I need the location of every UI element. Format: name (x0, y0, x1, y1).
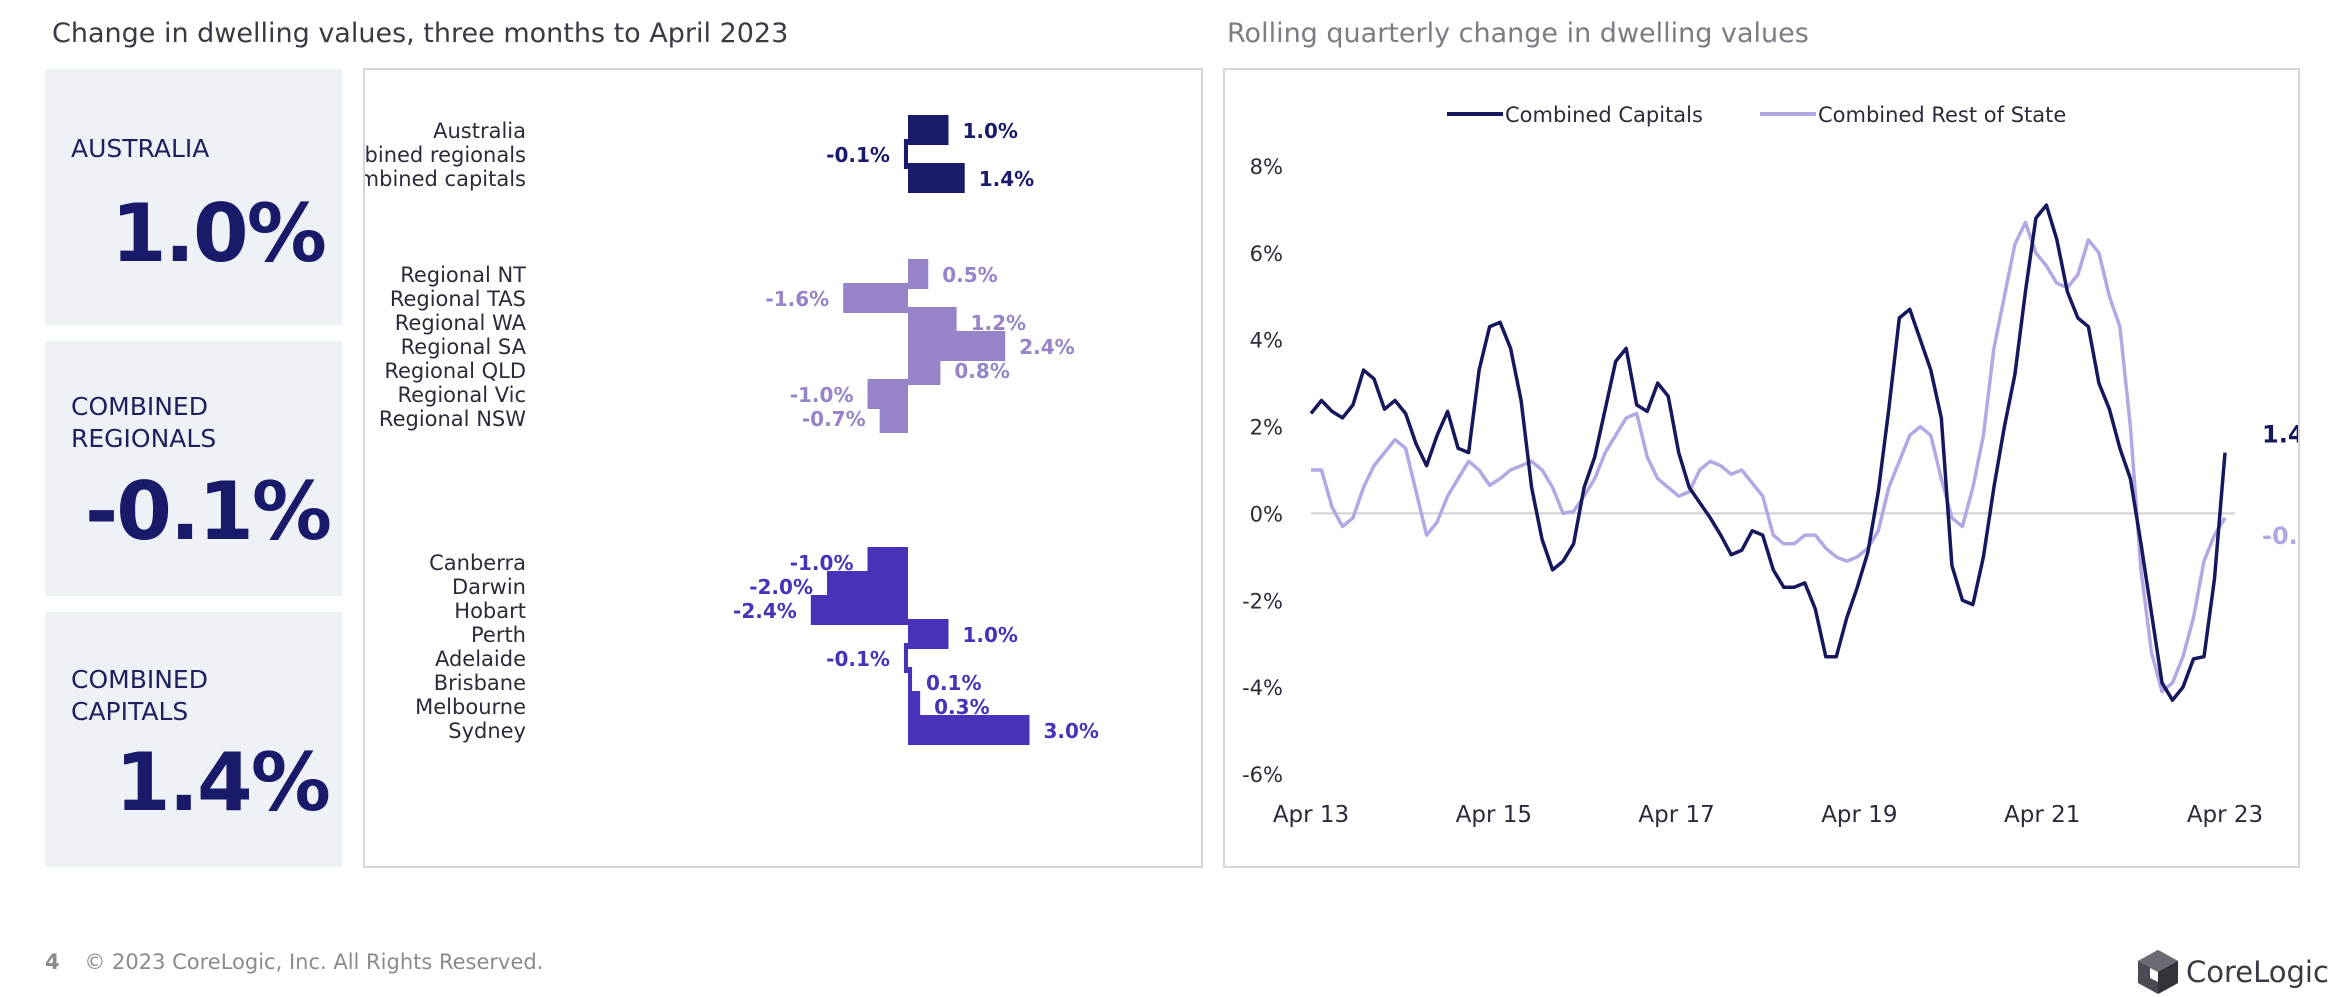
line-chart-panel: 8% 6% 4% 2% 0% -2% -4% -6% Apr 13 Apr 15 Apr 17 Apr… (1223, 68, 2300, 868)
stat-label-line-1: COMBINED (71, 664, 208, 696)
value-label-regional-vic: -1.0% (790, 383, 854, 407)
legend-label-combined-rest-of-state: Combined Rest of State (1818, 103, 2066, 127)
value-label-regional-sa: 2.4% (1019, 335, 1074, 359)
stat-card-australia: AUSTRALIA 1.0% (45, 69, 342, 325)
stat-card-combined-capitals: COMBINED CAPITALS 1.4% (45, 612, 342, 867)
footer: 4 © 2023 CoreLogic, Inc. All Rights Rese… (45, 950, 543, 974)
bar-combined-regionals (904, 139, 908, 169)
x-tick-label: Apr 17 (1638, 802, 1714, 828)
category-label-combined-regionals: Combined regionals (365, 143, 526, 167)
logo-text: CoreLogic (2186, 955, 2329, 989)
y-tick-label: -6% (1242, 763, 1283, 787)
bar-combined-capitals (908, 163, 965, 193)
category-label-australia: Australia (433, 119, 526, 143)
stat-label-combined-capitals: COMBINED CAPITALS (71, 664, 208, 728)
value-label-regional-qld: 0.8% (954, 359, 1009, 383)
y-tick-label: -4% (1242, 676, 1283, 700)
value-label-sydney: 3.0% (1044, 719, 1099, 743)
stat-label-combined-regionals: COMBINED REGIONALS (71, 391, 216, 455)
stat-label-line-1: COMBINED (71, 391, 216, 423)
series-line-combined-rest-of-state (1311, 223, 2225, 692)
bar-regional-nt (908, 259, 928, 289)
bar-chart-panel: Australia 1.0% Combined regionals -0.1% Comb… (363, 68, 1203, 868)
bar-chart: Australia 1.0% Combined regionals -0.1% Comb… (365, 70, 1201, 866)
category-label-perth: Perth (471, 623, 526, 647)
value-label-regional-nt: 0.5% (942, 263, 997, 287)
value-label-combined-regionals: -0.1% (826, 143, 890, 167)
value-label-regional-tas: -1.6% (765, 287, 829, 311)
value-label-adelaide: -0.1% (826, 647, 890, 671)
corelogic-logo: CoreLogic (2136, 947, 2329, 997)
category-label-hobart: Hobart (454, 599, 526, 623)
x-tick-label: Apr 23 (2187, 802, 2263, 828)
value-label-darwin: -2.0% (749, 575, 813, 599)
y-tick-label: 2% (1250, 416, 1283, 440)
category-label-sydney: Sydney (448, 719, 526, 743)
bar-sydney (908, 715, 1030, 745)
stat-card-combined-regionals: COMBINED REGIONALS -0.1% (45, 341, 342, 596)
left-chart-title: Change in dwelling values, three months … (52, 18, 788, 49)
category-label-regional-tas: Regional TAS (390, 287, 526, 311)
bar-regional-qld (908, 355, 940, 385)
value-label-brisbane: 0.1% (926, 671, 981, 695)
category-label-regional-sa: Regional SA (401, 335, 527, 359)
legend-label-combined-capitals: Combined Capitals (1505, 103, 1703, 127)
stat-label-line-2: REGIONALS (71, 423, 216, 455)
category-label-regional-wa: Regional WA (395, 311, 527, 335)
category-label-regional-nt: Regional NT (400, 263, 526, 287)
bar-perth (908, 619, 949, 649)
bar-australia (908, 115, 949, 145)
value-label-australia: 1.0% (963, 119, 1018, 143)
category-label-melbourne: Melbourne (415, 695, 526, 719)
y-tick-label: 6% (1250, 242, 1283, 266)
copyright-text: © 2023 CoreLogic, Inc. All Rights Reserv… (84, 950, 543, 974)
end-label-combined-rest-of-state: -0.1% (2262, 522, 2298, 550)
x-tick-label: Apr 15 (1456, 802, 1532, 828)
category-label-regional-qld: Regional QLD (384, 359, 526, 383)
category-label-brisbane: Brisbane (434, 671, 526, 695)
y-tick-label: 8% (1250, 155, 1283, 179)
category-label-combined-capitals: Combined capitals (365, 167, 526, 191)
stat-value-combined-regionals: -0.1% (85, 465, 382, 558)
bar-adelaide (904, 643, 908, 673)
y-tick-label: -2% (1242, 589, 1283, 613)
y-tick-label: 0% (1250, 502, 1283, 526)
logo-cube-icon (2136, 948, 2180, 996)
series-line-combined-capitals (1311, 205, 2225, 700)
value-label-combined-capitals: 1.4% (979, 167, 1034, 191)
x-tick-label: Apr 19 (1821, 802, 1897, 828)
stat-label-australia: AUSTRALIA (71, 133, 209, 165)
category-label-adelaide: Adelaide (435, 647, 526, 671)
end-label-combined-capitals: 1.4% (2262, 421, 2298, 449)
category-label-regional-vic: Regional Vic (397, 383, 526, 407)
bar-regional-nsw (880, 403, 908, 433)
value-label-regional-nsw: -0.7% (802, 407, 866, 431)
bar-hobart (811, 595, 908, 625)
line-chart: 8% 6% 4% 2% 0% -2% -4% -6% Apr 13 Apr 15 Apr 17 Apr… (1225, 70, 2298, 866)
right-chart-title: Rolling quarterly change in dwelling val… (1227, 18, 1809, 49)
x-tick-label: Apr 21 (2004, 802, 2080, 828)
category-label-canberra: Canberra (429, 551, 526, 575)
y-tick-label: 4% (1250, 329, 1283, 353)
x-tick-label: Apr 13 (1273, 802, 1349, 828)
bar-regional-tas (843, 283, 908, 313)
category-label-darwin: Darwin (452, 575, 526, 599)
value-label-perth: 1.0% (963, 623, 1018, 647)
stat-label-line-2: CAPITALS (71, 696, 208, 728)
value-label-hobart: -2.4% (733, 599, 797, 623)
page-number: 4 (45, 950, 60, 974)
category-label-regional-nsw: Regional NSW (379, 407, 526, 431)
